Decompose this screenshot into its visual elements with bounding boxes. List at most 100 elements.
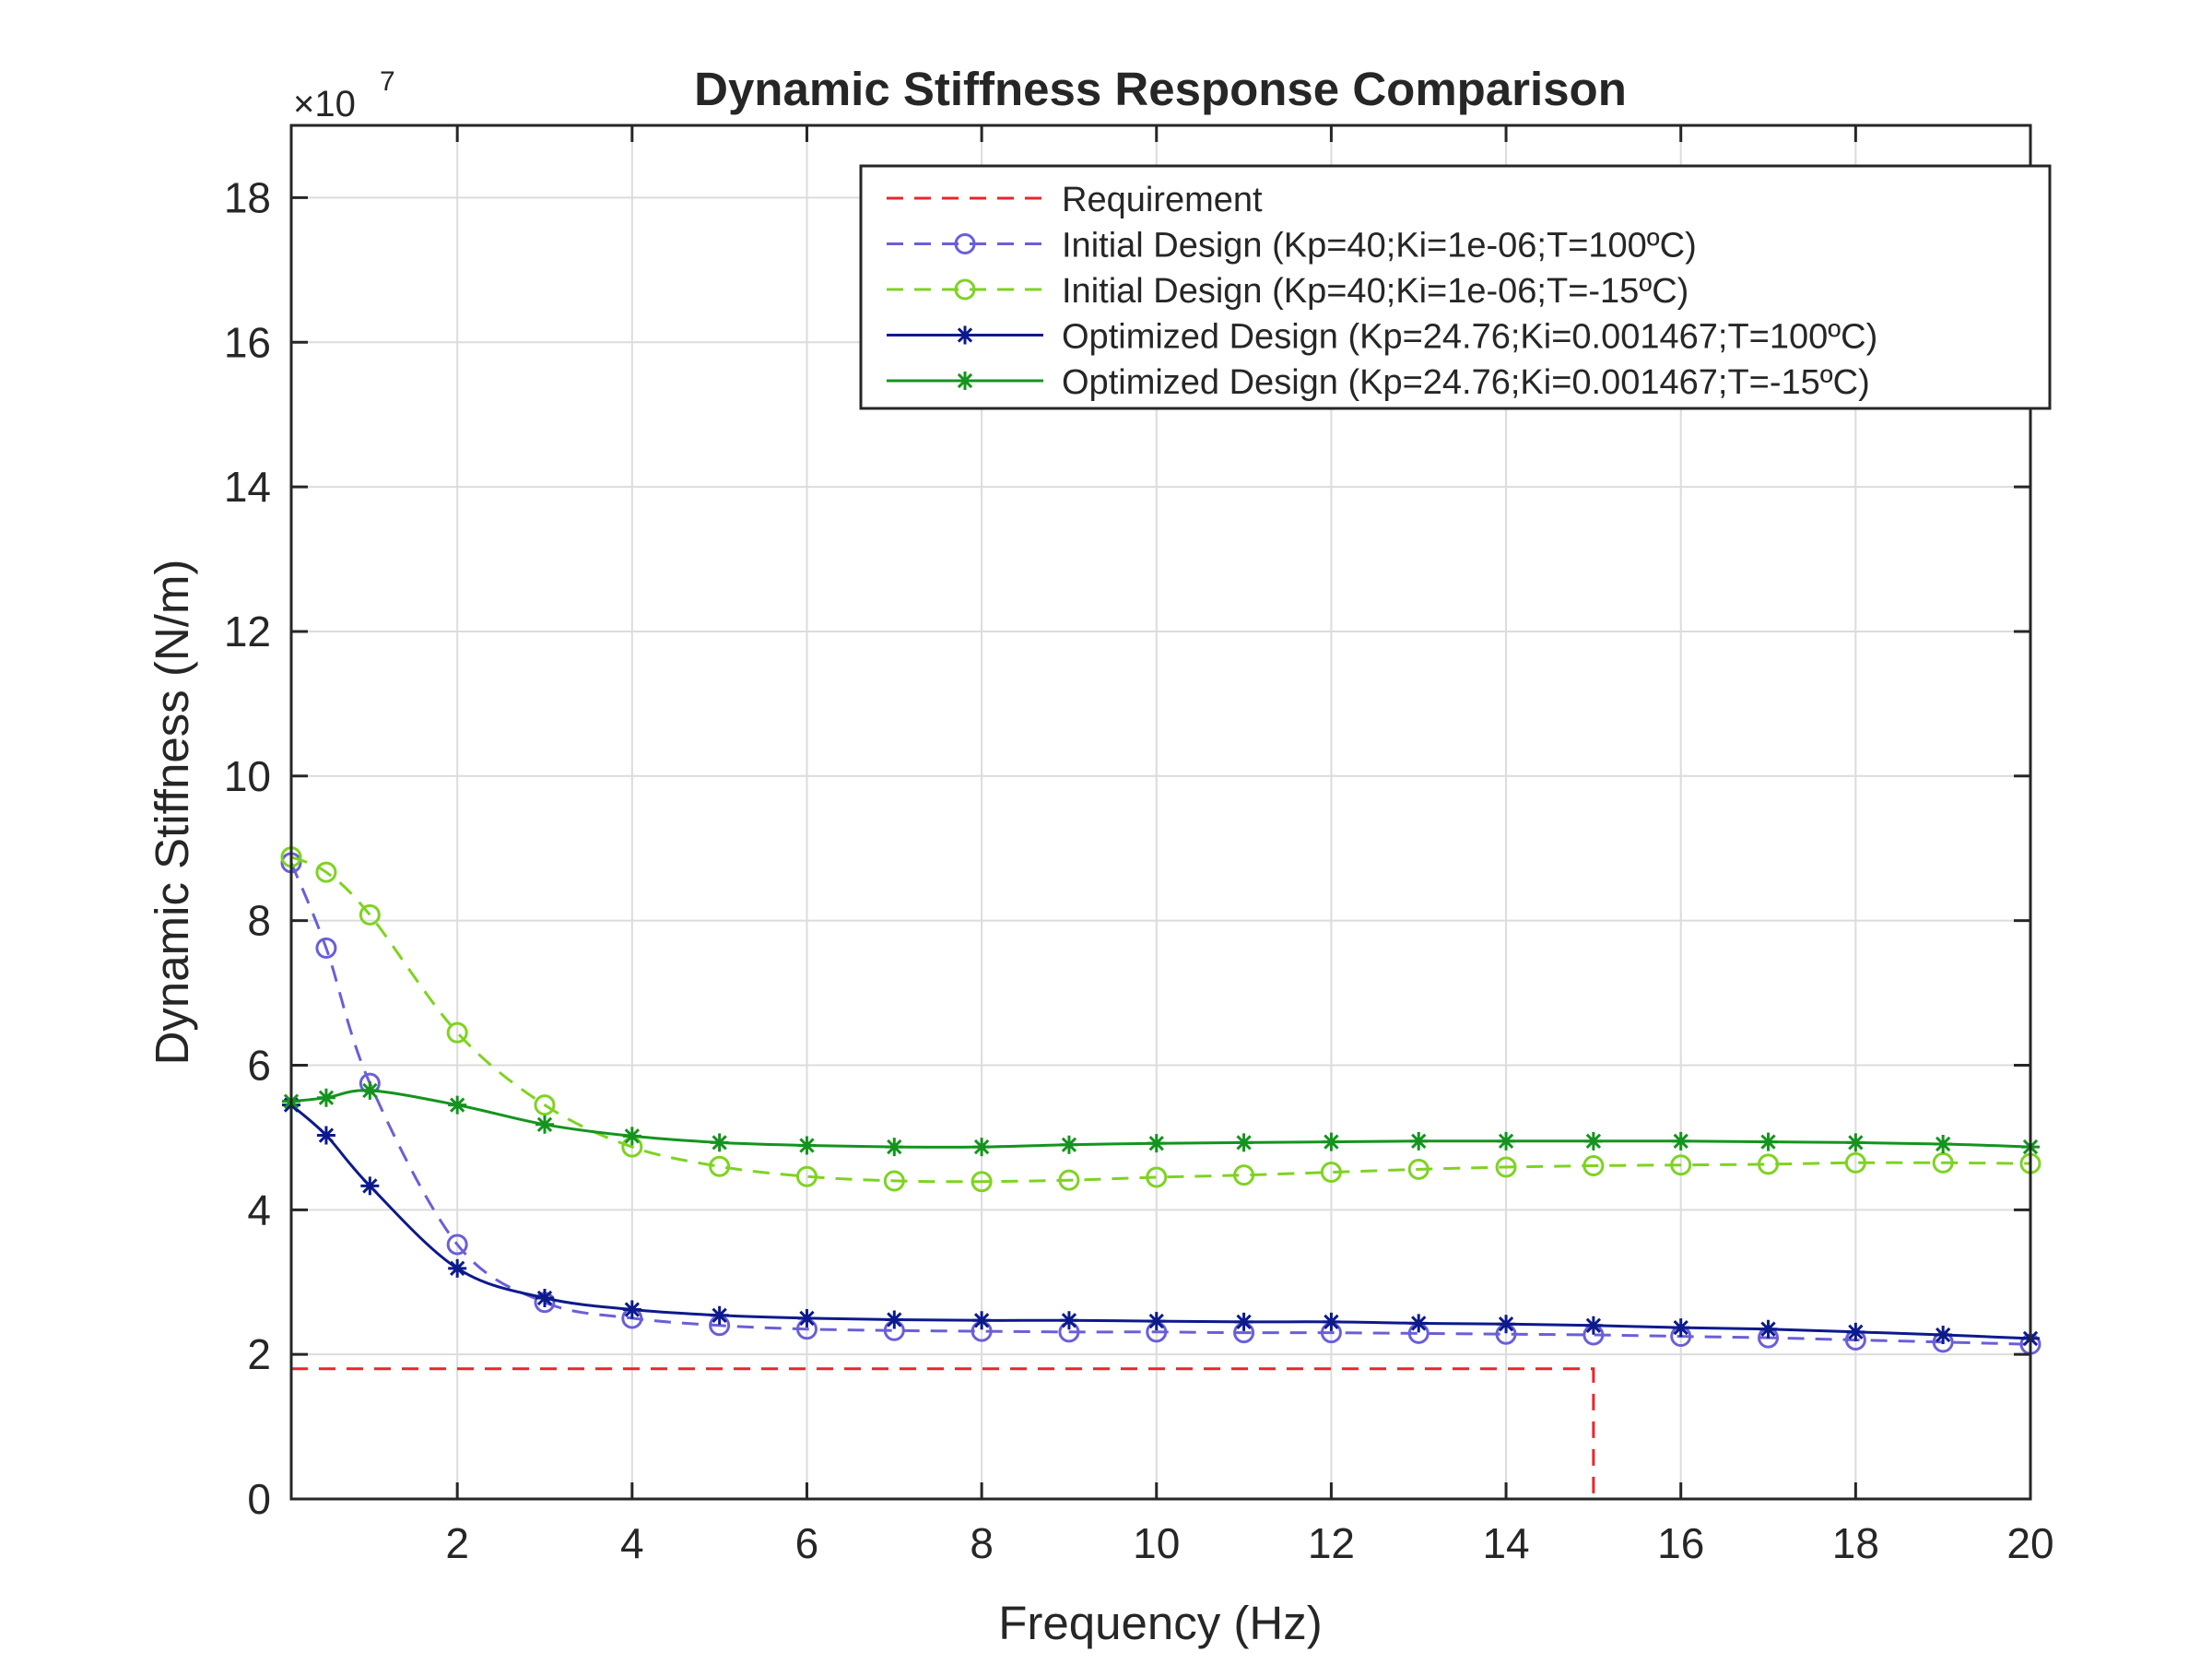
- data-point-3: [316, 1126, 335, 1145]
- series-line-0: [291, 1367, 1595, 1499]
- series-0: [291, 1367, 1595, 1499]
- y-tick-label: 14: [224, 463, 271, 511]
- data-point-2: [1670, 1154, 1692, 1176]
- y-tick-label: 18: [224, 173, 271, 221]
- x-tick-label: 2: [445, 1519, 469, 1567]
- data-point-2: [446, 1021, 468, 1044]
- legend-marker-1: [954, 233, 976, 254]
- plot-area-frame: [289, 124, 2032, 1501]
- data-point-3: [710, 1305, 729, 1325]
- data-point-2: [1146, 1166, 1168, 1188]
- data-point-4: [1147, 1134, 1166, 1153]
- data-point-4: [797, 1136, 817, 1155]
- legend-item-4: Optimized Design (Kp=24.76;Ki=0.001467;T…: [887, 363, 1870, 402]
- data-point-4: [1234, 1133, 1253, 1152]
- y-axis-label: Dynamic Stiffness (N/m): [146, 560, 198, 1066]
- data-point-3: [1322, 1312, 1341, 1331]
- y-exponent-base: ×10: [293, 84, 356, 124]
- x-tick-label: 20: [2006, 1519, 2053, 1567]
- legend-item-0: Requirement: [887, 181, 1263, 219]
- data-point-4: [1583, 1131, 1603, 1151]
- data-point-4: [535, 1115, 554, 1134]
- data-point-4: [1409, 1131, 1429, 1151]
- data-point-2: [315, 861, 337, 883]
- data-point-3: [535, 1288, 554, 1307]
- data-point-3: [1059, 1311, 1078, 1330]
- data-point-3: [1934, 1325, 1953, 1344]
- data-point-2: [971, 1171, 993, 1193]
- data-point-4: [1759, 1132, 1778, 1151]
- data-point-2: [1844, 1151, 1866, 1174]
- data-point-2: [883, 1170, 905, 1192]
- series-line-3: [290, 1103, 2031, 1340]
- data-point-3: [622, 1300, 641, 1319]
- data-point-1: [446, 1233, 468, 1256]
- data-point-2: [1758, 1153, 1780, 1175]
- series-line-4: [290, 1089, 2031, 1149]
- legend-item-1: Initial Design (Kp=40;Ki=1e-06;T=100ºC): [887, 227, 1697, 266]
- x-tick-label: 4: [620, 1519, 644, 1567]
- data-point-4: [710, 1133, 729, 1152]
- data-point-3: [360, 1176, 380, 1196]
- legend-marker-2: [954, 278, 976, 301]
- data-point-4: [316, 1088, 335, 1107]
- data-series: [280, 846, 2041, 1499]
- data-point-2: [534, 1094, 556, 1116]
- x-tick-label: 12: [1308, 1519, 1355, 1567]
- data-point-4: [972, 1138, 992, 1157]
- legend-marker-3: [956, 325, 974, 345]
- data-point-4: [885, 1138, 904, 1157]
- legend-marker-4: [956, 372, 974, 390]
- y-tick-label: 16: [224, 318, 271, 366]
- data-point-3: [1409, 1314, 1429, 1333]
- y-tick-label: 12: [224, 608, 271, 655]
- y-exponent-power: 7: [380, 66, 395, 97]
- data-point-2: [359, 903, 381, 926]
- chart-title: Dynamic Stiffness Response Comparison: [694, 63, 1627, 115]
- data-point-4: [360, 1080, 380, 1100]
- y-tick-label: 8: [247, 897, 271, 945]
- legend-item-2: Initial Design (Kp=40;Ki=1e-06;T=-15ºC): [887, 272, 1688, 311]
- legend-label-4: Optimized Design (Kp=24.76;Ki=0.001467;T…: [1062, 363, 1870, 402]
- data-point-2: [1058, 1169, 1080, 1191]
- x-tick-label: 14: [1482, 1519, 1529, 1567]
- y-tick-label: 6: [247, 1041, 271, 1089]
- data-point-2: [1495, 1156, 1517, 1178]
- legend: Requirement Initial Design (Kp=40;Ki=1e-0…: [859, 164, 2052, 410]
- data-point-3: [1846, 1322, 1865, 1341]
- y-tick-label: 2: [247, 1330, 271, 1378]
- x-tick-label: 6: [795, 1519, 819, 1567]
- data-point-3: [885, 1310, 904, 1329]
- series-4: [282, 1080, 2040, 1157]
- data-point-4: [448, 1095, 467, 1115]
- data-point-2: [709, 1155, 731, 1177]
- data-point-4: [1497, 1131, 1516, 1151]
- x-tick-label: 18: [1832, 1519, 1879, 1567]
- y-tick-labels: 0 2 4 6 8 10 12 14 16 18: [224, 173, 271, 1523]
- legend-label-0: Requirement: [1062, 181, 1263, 219]
- data-point-2: [1233, 1164, 1255, 1186]
- series-2: [280, 846, 2041, 1193]
- data-point-4: [1671, 1131, 1690, 1151]
- x-tick-label: 10: [1133, 1519, 1180, 1567]
- data-point-2: [795, 1165, 818, 1187]
- data-point-4: [1322, 1132, 1341, 1151]
- y-tick-label: 0: [247, 1475, 271, 1523]
- data-point-3: [1234, 1312, 1253, 1331]
- data-point-3: [1759, 1319, 1778, 1339]
- data-point-3: [972, 1311, 992, 1330]
- data-point-2: [1932, 1151, 1954, 1174]
- data-point-2: [1320, 1162, 1342, 1184]
- series-line-2: [290, 856, 2031, 1184]
- data-point-4: [1934, 1134, 1953, 1153]
- data-point-3: [1147, 1312, 1166, 1331]
- data-point-3: [1497, 1315, 1516, 1334]
- legend-box: [859, 164, 2052, 410]
- data-point-1: [315, 937, 337, 959]
- data-point-4: [1059, 1135, 1078, 1154]
- series-line-1: [289, 862, 2031, 1346]
- data-point-3: [1583, 1316, 1603, 1335]
- y-tick-label: 10: [224, 752, 271, 800]
- x-tick-labels: 2 4 6 8 10 12 14 16 18 20: [445, 1519, 2053, 1567]
